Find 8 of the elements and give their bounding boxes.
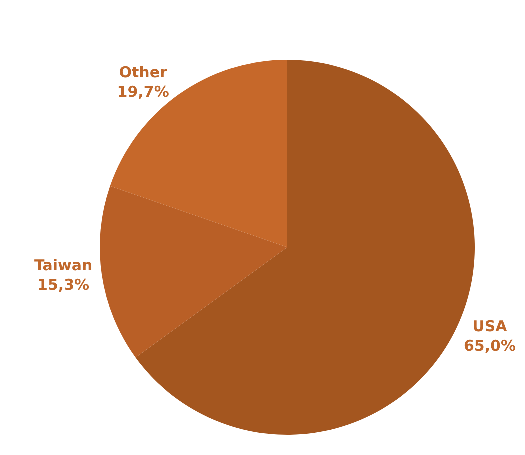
pie-slice	[110, 60, 288, 248]
slice-label: USA	[472, 318, 508, 336]
pie-slice	[100, 186, 288, 358]
slice-label: Other	[119, 64, 168, 82]
data-label: 19,7%	[117, 83, 170, 102]
data-label: 65,0%	[464, 337, 516, 356]
data-label: 15,3%	[38, 276, 90, 294]
slice-label: Taiwan	[34, 256, 93, 275]
